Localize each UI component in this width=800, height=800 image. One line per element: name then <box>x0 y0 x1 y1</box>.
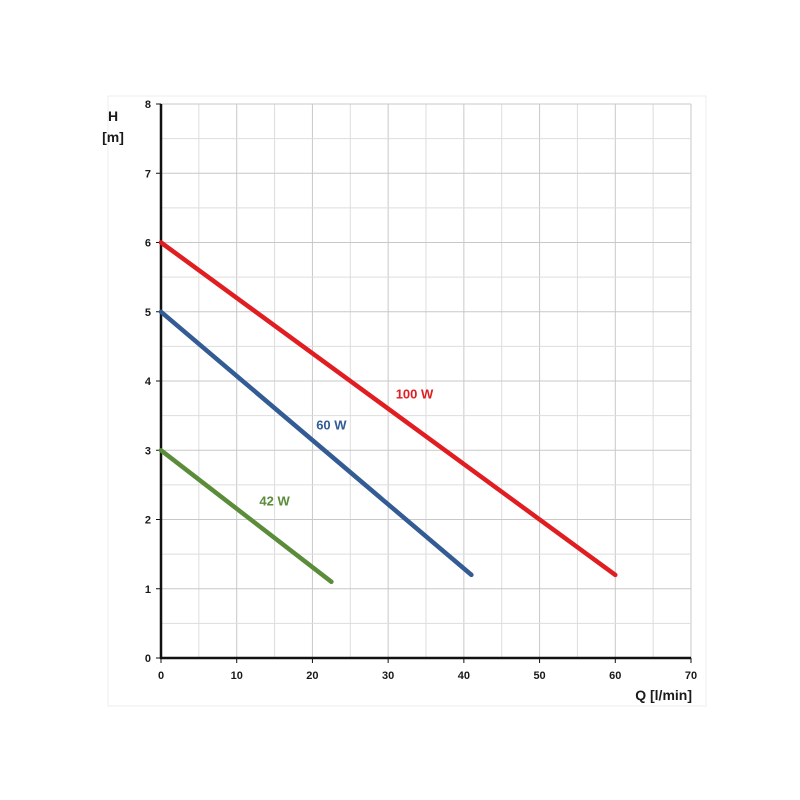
plot-frame <box>107 95 707 707</box>
series-labels: 100 W 60 W 42 W <box>259 386 434 508</box>
series-label: 100 W <box>396 386 434 401</box>
series-line <box>158 309 474 578</box>
x-tick-labels: 0 10 20 30 40 50 60 70 <box>158 670 697 682</box>
series-line <box>158 448 334 585</box>
x-tick-label: 40 <box>458 670 470 682</box>
series-label: 42 W <box>259 494 290 509</box>
series-lines <box>158 240 618 585</box>
y-axis-title-line2: [m] <box>102 129 124 145</box>
y-tick-label: 2 <box>145 515 151 527</box>
y-tick-label: 1 <box>145 584 151 596</box>
axes <box>156 103 692 663</box>
x-tick-label: 60 <box>609 670 621 682</box>
x-tick-label: 0 <box>158 670 164 682</box>
y-tick-label: 7 <box>145 168 151 180</box>
y-tick-labels: 0 1 2 3 4 5 6 7 8 <box>145 99 152 665</box>
series-label: 60 W <box>316 417 347 432</box>
x-tick-label: 50 <box>533 670 545 682</box>
y-tick-label: 3 <box>145 445 151 457</box>
x-tick-label: 30 <box>382 670 394 682</box>
series-line <box>158 240 618 578</box>
y-tick-label: 6 <box>145 238 151 250</box>
x-axis-title: Q [l/min] <box>635 687 692 703</box>
x-tick-label: 70 <box>685 670 697 682</box>
y-tick-label: 4 <box>145 376 152 388</box>
y-axis-title-line1: H <box>108 108 118 124</box>
x-tick-label: 20 <box>306 670 318 682</box>
x-tick-label: 10 <box>231 670 243 682</box>
y-tick-label: 0 <box>145 653 151 665</box>
grid <box>161 103 692 658</box>
y-tick-label: 8 <box>145 99 151 111</box>
y-tick-label: 5 <box>145 307 151 319</box>
